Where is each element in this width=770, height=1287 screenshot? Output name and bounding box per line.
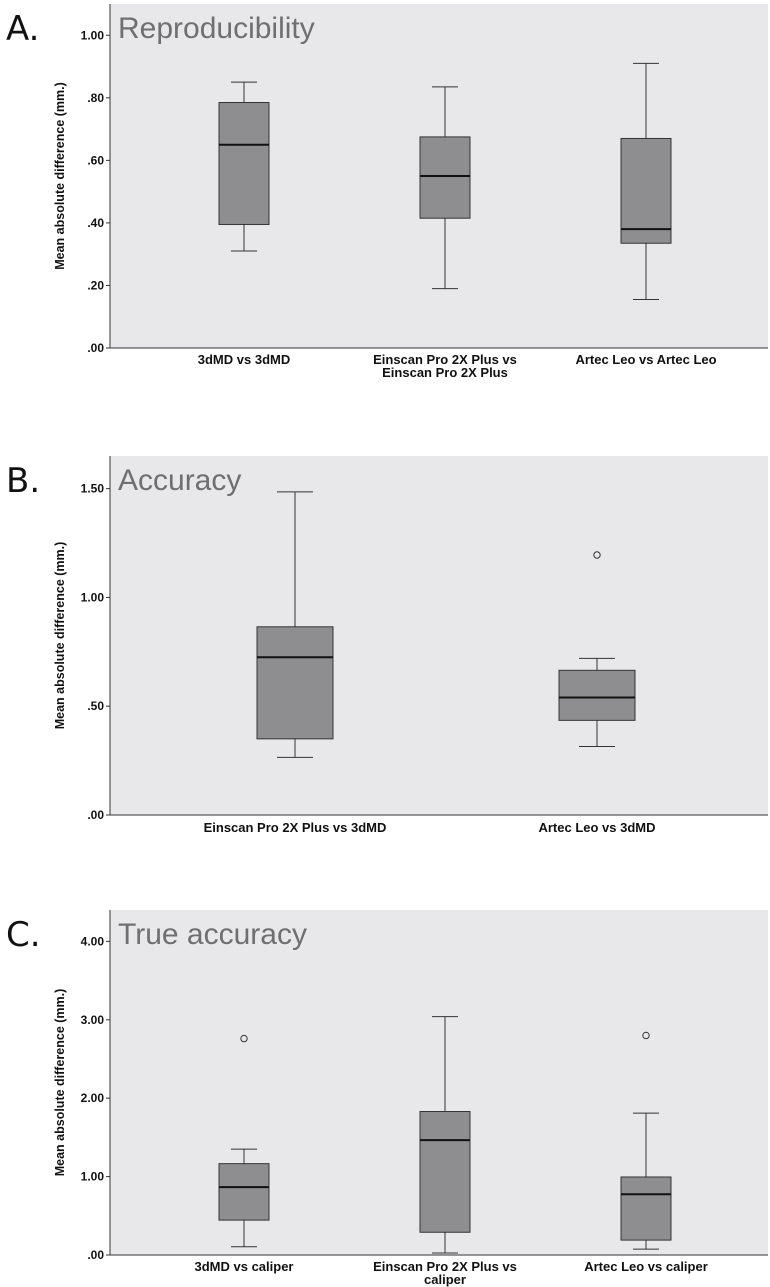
box-1 bbox=[218, 81, 270, 252]
panel-letter: A. bbox=[6, 9, 39, 49]
iqr-box bbox=[419, 1111, 471, 1233]
y-tick-label: 2.00 bbox=[81, 1091, 105, 1105]
outlier-point bbox=[240, 1034, 248, 1043]
y-axis-label: Mean absolute difference (mm.) bbox=[53, 82, 67, 270]
y-axis-label: Mean absolute difference (mm.) bbox=[53, 989, 67, 1177]
y-tick-label: 1.50 bbox=[81, 482, 105, 496]
category-label: Einscan Pro 2X Plus bbox=[382, 365, 508, 380]
outlier-point bbox=[593, 551, 601, 559]
iqr-box bbox=[620, 137, 672, 244]
panel-true-accuracy: C. True accuracy .00 1.00 2.00 3.00 4.00 Mean a… bbox=[6, 910, 768, 1287]
box-2 bbox=[558, 551, 636, 747]
chart-title: True accuracy bbox=[118, 918, 307, 951]
category-label: 3dMD vs 3dMD bbox=[198, 352, 290, 367]
chart-title: Accuracy bbox=[118, 464, 241, 497]
y-tick-label: .60 bbox=[87, 153, 104, 167]
category-label: Einscan Pro 2X Plus vs bbox=[373, 1259, 517, 1274]
y-tick-label: .00 bbox=[87, 1248, 104, 1262]
box-2 bbox=[419, 1016, 471, 1254]
box-1 bbox=[218, 1034, 270, 1248]
category-label: 3dMD vs caliper bbox=[195, 1259, 294, 1274]
panel-accuracy: B. Accuracy .00 .50 1.00 1.50 Mean absolute di… bbox=[6, 456, 768, 835]
panel-reproducibility: A. Reproducibility .00 .20 .40 .60 .80 1.00 Mean… bbox=[6, 4, 768, 380]
box-1 bbox=[256, 491, 334, 758]
iqr-box bbox=[620, 1176, 672, 1241]
iqr-box bbox=[218, 1163, 270, 1221]
y-tick-label: 1.00 bbox=[81, 590, 105, 604]
y-tick-label: 1.00 bbox=[81, 28, 105, 42]
category-label: caliper bbox=[424, 1272, 466, 1287]
iqr-box bbox=[558, 669, 636, 721]
box-3 bbox=[620, 62, 672, 301]
category-label: Einscan Pro 2X Plus vs 3dMD bbox=[204, 820, 387, 835]
y-tick-label: .40 bbox=[87, 216, 104, 230]
iqr-box bbox=[419, 136, 471, 219]
y-tick-label: 1.00 bbox=[81, 1170, 105, 1184]
y-tick-label: .50 bbox=[87, 699, 104, 713]
y-tick-label: .20 bbox=[87, 278, 104, 292]
y-tick-label: 4.00 bbox=[81, 934, 105, 948]
chart-title: Reproducibility bbox=[118, 12, 315, 45]
box-2 bbox=[419, 86, 471, 290]
category-label: Artec Leo vs 3dMD bbox=[538, 820, 655, 835]
category-label: Artec Leo vs caliper bbox=[584, 1259, 708, 1274]
category-label: Artec Leo vs Artec Leo bbox=[575, 352, 716, 367]
y-axis-label: Mean absolute difference (mm.) bbox=[53, 542, 67, 730]
iqr-box bbox=[256, 626, 334, 740]
box-3 bbox=[620, 1031, 672, 1250]
y-tick-label: .00 bbox=[87, 808, 104, 822]
panel-letter: B. bbox=[6, 461, 40, 501]
y-tick-label: 3.00 bbox=[81, 1013, 105, 1027]
y-tick-label: .00 bbox=[87, 341, 104, 355]
iqr-box bbox=[218, 102, 270, 225]
plot-area bbox=[110, 456, 768, 815]
outlier-point bbox=[642, 1031, 650, 1040]
category-label: Einscan Pro 2X Plus vs bbox=[373, 352, 517, 367]
panel-letter: C. bbox=[6, 915, 41, 955]
y-tick-label: .80 bbox=[87, 91, 104, 105]
